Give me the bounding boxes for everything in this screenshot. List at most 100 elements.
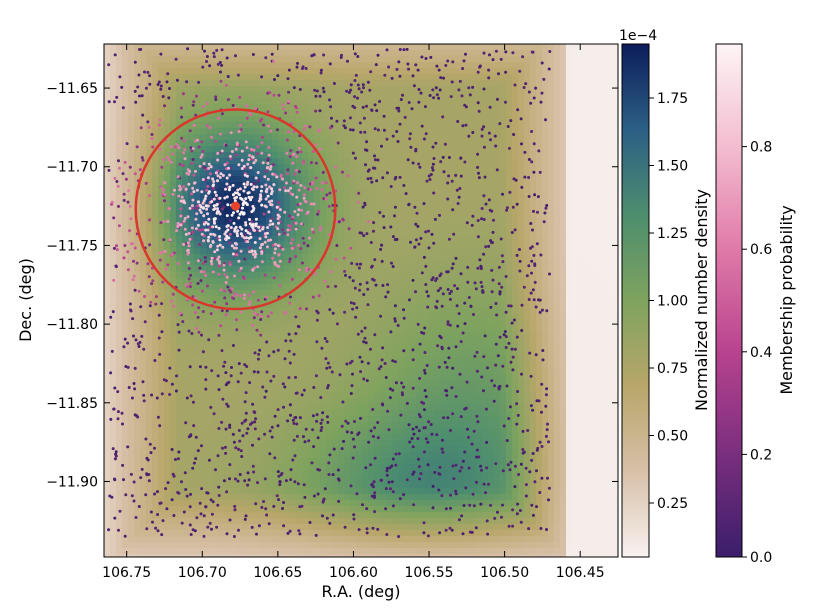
heatmap-cell: [116, 62, 123, 69]
heatmap-cell: [518, 338, 525, 345]
heatmap-cell: [602, 386, 609, 393]
heatmap-cell: [206, 254, 213, 261]
heatmap-cell: [272, 338, 279, 345]
heatmap-cell: [374, 314, 381, 321]
heatmap-cell: [404, 182, 411, 189]
heatmap-cell: [140, 266, 147, 273]
heatmap-cell: [362, 122, 369, 129]
heatmap-cell: [536, 326, 543, 333]
heatmap-cell: [290, 92, 297, 99]
heatmap-cell: [302, 212, 309, 219]
heatmap-cell: [386, 182, 393, 189]
heatmap-cell: [236, 332, 243, 339]
heatmap-cell: [176, 236, 183, 243]
heatmap-cell: [590, 188, 597, 195]
heatmap-cell: [602, 242, 609, 249]
heatmap-cell: [254, 236, 261, 243]
heatmap-cell: [530, 308, 537, 315]
heatmap-cell: [320, 248, 327, 255]
heatmap-cell: [278, 158, 285, 165]
heatmap-cell: [476, 320, 483, 327]
heatmap-cell: [524, 194, 531, 201]
heatmap-cell: [548, 368, 555, 375]
heatmap-cell: [614, 92, 618, 99]
heatmap-cell: [548, 290, 555, 297]
heatmap-cell: [596, 80, 603, 87]
heatmap-cell: [416, 260, 423, 267]
heatmap-cell: [434, 188, 441, 195]
heatmap-cell: [362, 302, 369, 309]
heatmap-cell: [470, 230, 477, 237]
heatmap-cell: [266, 230, 273, 237]
heatmap-cell: [566, 206, 573, 213]
heatmap-cell: [476, 104, 483, 111]
heatmap-cell: [140, 224, 147, 231]
heatmap-cell: [500, 62, 507, 69]
heatmap-cell: [200, 254, 207, 261]
heatmap-cell: [314, 146, 321, 153]
heatmap-cell: [236, 134, 243, 141]
heatmap-cell: [272, 116, 279, 123]
heatmap-cell: [344, 386, 351, 393]
heatmap-cell: [530, 194, 537, 201]
heatmap-cell: [446, 380, 453, 387]
heatmap-cell: [548, 80, 555, 87]
heatmap-cell: [560, 338, 567, 345]
heatmap-cell: [314, 86, 321, 93]
heatmap-cell: [404, 380, 411, 387]
heatmap-cell: [302, 80, 309, 87]
heatmap-cell: [602, 284, 609, 291]
heatmap-cell: [386, 140, 393, 147]
heatmap-cell: [572, 86, 579, 93]
heatmap-cell: [260, 152, 267, 159]
heatmap-cell: [182, 182, 189, 189]
heatmap-cell: [236, 296, 243, 303]
heatmap-cell: [536, 182, 543, 189]
heatmap-cell: [356, 242, 363, 249]
heatmap-cell: [170, 110, 177, 117]
heatmap-cell: [152, 86, 159, 93]
heatmap-cell: [386, 146, 393, 153]
heatmap-cell: [140, 104, 147, 111]
heatmap-cell: [602, 194, 609, 201]
heatmap-cell: [524, 188, 531, 195]
heatmap-cell: [518, 134, 525, 141]
heatmap-cell: [524, 176, 531, 183]
heatmap-cell: [224, 134, 231, 141]
heatmap-cell: [614, 320, 618, 327]
heatmap-cell: [242, 344, 249, 351]
heatmap-cell: [548, 182, 555, 189]
heatmap-cell: [530, 224, 537, 231]
heatmap-cell: [452, 260, 459, 267]
heatmap-cell: [212, 230, 219, 237]
heatmap-cell: [392, 92, 399, 99]
heatmap-cell: [464, 356, 471, 363]
heatmap-cell: [344, 260, 351, 267]
heatmap-cell: [128, 116, 135, 123]
heatmap-cell: [356, 296, 363, 303]
heatmap-cell: [296, 230, 303, 237]
heatmap-cell: [572, 212, 579, 219]
heatmap-cell: [248, 86, 255, 93]
heatmap-cell: [596, 230, 603, 237]
heatmap-cell: [446, 188, 453, 195]
heatmap-cell: [320, 362, 327, 369]
heatmap-cell: [440, 200, 447, 207]
heatmap-cell: [590, 326, 597, 333]
heatmap-cell: [152, 362, 159, 369]
heatmap-cell: [344, 278, 351, 285]
heatmap-cell: [266, 68, 273, 75]
heatmap-cell: [362, 134, 369, 141]
heatmap-cell: [554, 278, 561, 285]
heatmap-cell: [218, 386, 225, 393]
heatmap-cell: [284, 44, 291, 51]
heatmap-cell: [572, 218, 579, 225]
heatmap-cell: [374, 242, 381, 249]
heatmap-cell: [578, 158, 585, 165]
heatmap-cell: [458, 260, 465, 267]
heatmap-cell: [482, 368, 489, 375]
heatmap-cell: [590, 260, 597, 267]
heatmap-cell: [344, 308, 351, 315]
heatmap-cell: [446, 128, 453, 135]
heatmap-cell: [260, 230, 267, 237]
